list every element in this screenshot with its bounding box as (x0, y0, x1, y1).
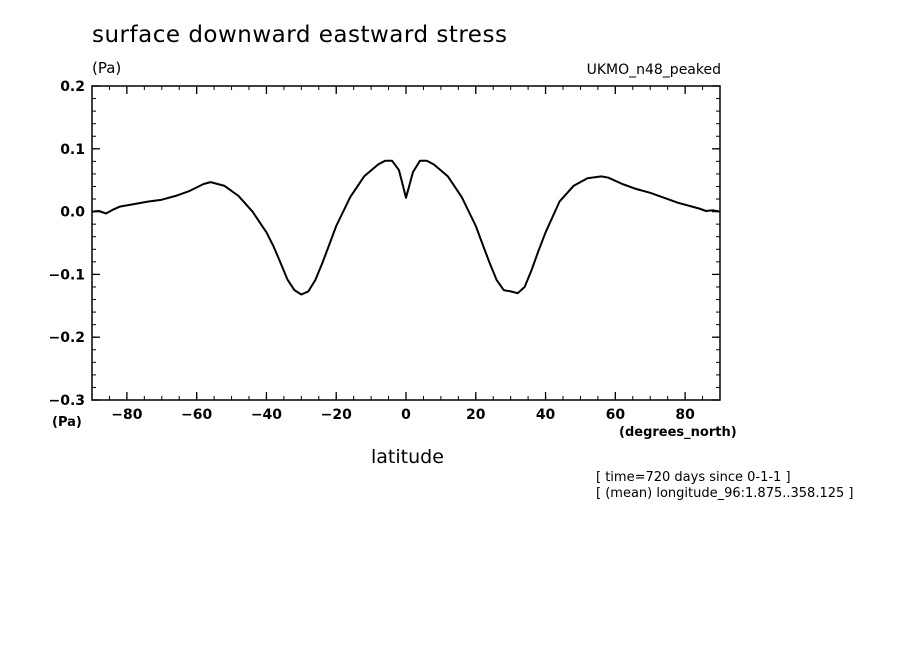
x-tick-label: 0 (401, 407, 411, 423)
data-line (91, 159, 721, 296)
chart-title: surface downward eastward stress (92, 22, 508, 48)
x-tick-label: 80 (675, 407, 695, 423)
y-tick-label: 0.2 (60, 79, 85, 95)
y-tick-label: −0.2 (48, 330, 85, 346)
y-axis-unit-top: (Pa) (92, 59, 122, 77)
x-axis-unit: (degrees_north) (619, 425, 737, 440)
x-tick-label: −20 (321, 407, 352, 423)
y-tick-label: 0.1 (60, 142, 85, 158)
x-tick-label: −80 (111, 407, 142, 423)
x-tick-label: 40 (536, 407, 556, 423)
plot-frame (91, 85, 721, 401)
x-tick-label: −40 (251, 407, 282, 423)
y-tick-label: −0.3 (48, 393, 85, 409)
footnote-longitude: [ (mean) longitude_96:1.875..358.125 ] (596, 486, 854, 501)
dataset-label: UKMO_n48_peaked (586, 62, 721, 78)
footnote-time: [ time=720 days since 0-1-1 ] (596, 470, 791, 485)
x-tick-label: 60 (606, 407, 626, 423)
y-tick-label: −0.1 (48, 267, 85, 283)
y-tick-label: 0.0 (60, 205, 85, 221)
x-tick-label: 20 (466, 407, 486, 423)
x-tick-label: −60 (181, 407, 212, 423)
y-axis-unit-bottom: (Pa) (52, 415, 82, 430)
x-axis-label: latitude (371, 446, 444, 468)
